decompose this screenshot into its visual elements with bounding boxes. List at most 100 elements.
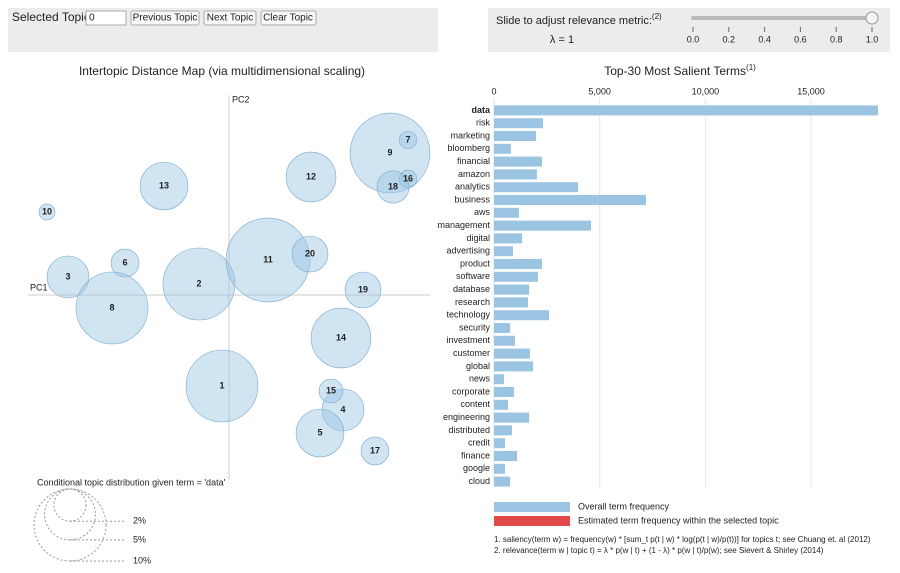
clear-button[interactable] — [260, 10, 317, 26]
size-legend-circle — [33, 488, 107, 562]
topic-bubble[interactable] — [295, 408, 345, 458]
bar — [494, 374, 504, 385]
topic-bubble[interactable] — [75, 271, 149, 345]
term-label: distributed — [448, 425, 490, 435]
size-legend-label: 2% — [133, 516, 146, 526]
slider-tick-label: 0.8 — [830, 34, 843, 44]
bar — [494, 451, 518, 461]
topic-label: 3 — [65, 271, 70, 281]
term-label: cloud — [468, 476, 490, 486]
slider-tick-label: 0.6 — [794, 34, 807, 44]
bar — [494, 156, 542, 167]
topic-bubble[interactable] — [185, 349, 259, 423]
bar — [494, 425, 512, 436]
terms-title-text: Top-30 Most Salient Terms — [604, 64, 746, 78]
bar — [494, 131, 537, 141]
topic-bubble[interactable] — [285, 151, 337, 203]
next-label: Next Topic — [207, 13, 254, 24]
prev-button[interactable] — [130, 10, 200, 26]
bar — [494, 476, 511, 487]
bar — [494, 361, 534, 372]
term-label: analytics — [455, 182, 491, 192]
topic-bubble[interactable] — [360, 436, 390, 466]
topic-label: 1 — [219, 380, 224, 390]
prev-label: Previous Topic — [133, 13, 198, 24]
topic-bubble[interactable] — [46, 255, 90, 299]
topic-label: 9 — [387, 147, 392, 157]
topic-label: 6 — [122, 257, 127, 267]
lambda-value: λ = 1 — [550, 34, 574, 46]
slider-panel — [488, 8, 890, 52]
bar — [494, 335, 515, 346]
term-label: software — [456, 271, 490, 281]
term-label: amazon — [458, 169, 490, 179]
topic-label: 12 — [306, 171, 316, 181]
term-label: research — [455, 297, 490, 307]
footnote: 2. relevance(term w | topic t) = λ * p(w… — [494, 546, 824, 555]
slider-tick-label: 0.2 — [723, 34, 736, 44]
term-label: content — [460, 399, 490, 409]
term-label: finance — [461, 450, 490, 460]
term-label: risk — [476, 118, 490, 128]
topic-bubble[interactable] — [398, 130, 418, 150]
bar — [494, 387, 515, 397]
term-label: financial — [457, 156, 490, 166]
term-label: data — [471, 105, 491, 115]
term-label: engineering — [443, 412, 490, 422]
bar — [494, 207, 519, 218]
topic-bubble[interactable] — [225, 217, 311, 303]
bar — [494, 169, 537, 180]
topic-bubble[interactable] — [291, 235, 329, 273]
bar — [494, 399, 508, 410]
topic-bubble[interactable] — [318, 378, 344, 404]
topic-label: 8 — [109, 302, 114, 312]
topic-bubble[interactable] — [110, 248, 140, 278]
topic-bubble[interactable] — [310, 307, 372, 369]
topic-label: 17 — [370, 445, 380, 455]
topic-bubble[interactable] — [162, 247, 236, 321]
next-button[interactable] — [203, 10, 257, 26]
bar — [494, 195, 646, 205]
map-title: Intertopic Distance Map (via multidimens… — [79, 64, 365, 78]
bar — [494, 233, 523, 244]
bar — [494, 297, 529, 308]
topic-bubble[interactable] — [344, 271, 382, 309]
slider-knob[interactable] — [865, 11, 879, 25]
size-legend-label: 10% — [133, 555, 151, 565]
footnote: 1. saliency(term w) = frequency(w) * [su… — [494, 535, 871, 544]
term-label: security — [459, 322, 491, 332]
bar — [494, 143, 511, 154]
size-legend-title: Conditional topic distribution given ter… — [37, 477, 226, 487]
legend-swatch — [494, 502, 570, 512]
bar — [494, 284, 530, 295]
legend-label: Estimated term frequency within the sele… — [578, 515, 779, 525]
bar — [494, 438, 505, 449]
terms-title: Top-30 Most Salient Terms(1) — [604, 63, 756, 78]
term-label: advertising — [446, 246, 490, 256]
term-label: digital — [466, 233, 490, 243]
term-label: investment — [446, 335, 490, 345]
size-legend-circle — [53, 488, 87, 522]
topic-input-value: 0 — [89, 13, 95, 24]
bar — [494, 463, 505, 474]
slider-tick-label: 0.0 — [687, 34, 700, 44]
bar — [494, 182, 579, 193]
slider-tick-label: 1.0 — [866, 34, 879, 44]
term-label: business — [454, 194, 490, 204]
topic-label: 13 — [159, 180, 169, 190]
x-tick-label: 15,000 — [797, 86, 825, 96]
legend-label: Overall term frequency — [578, 501, 670, 511]
term-label: google — [463, 463, 490, 473]
topic-bubble[interactable] — [376, 170, 410, 204]
bar — [494, 412, 530, 423]
slider-label: Slide to adjust relevance metric:(2) — [496, 12, 662, 27]
topic-bubble[interactable] — [38, 203, 56, 221]
topic-bubble[interactable] — [349, 112, 431, 194]
bar — [494, 118, 544, 129]
topic-label: 7 — [405, 134, 410, 144]
topic-bubble[interactable] — [139, 161, 189, 211]
topic-label: Selected Topic: — [12, 10, 93, 24]
topic-label: 11 — [263, 254, 273, 264]
topic-input[interactable] — [85, 10, 127, 26]
